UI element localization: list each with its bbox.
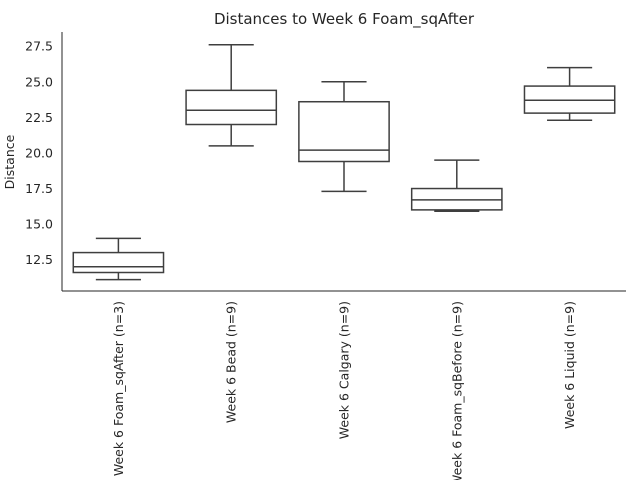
y-tick-label: 17.5 (25, 181, 53, 196)
x-tick-label: Week 6 Calgary (n=9) (337, 301, 352, 439)
plot-area: 12.5 15.0 17.5 20.0 22.5 25.0 27.5 Week 6 Foam_… (25, 32, 626, 480)
x-tick-label: Week 6 Liquid (n=9) (562, 301, 577, 429)
chart-title: Distances to Week 6 Foam_sqAfter (214, 10, 475, 29)
y-axis-label: Distance (2, 134, 17, 189)
y-tick-label: 15.0 (25, 217, 53, 232)
y-tick-label: 22.5 (25, 110, 53, 125)
x-tick-label: Week 6 Foam_sqBefore (n=9) (449, 301, 464, 480)
y-tick-label: 20.0 (25, 145, 53, 160)
box-iqr (185, 89, 278, 126)
y-tick-label: 12.5 (25, 252, 53, 267)
y-tick-label: 25.0 (25, 74, 53, 89)
box-iqr (298, 100, 390, 163)
x-tick-label: Week 6 Foam_sqAfter (n=3) (111, 301, 126, 476)
x-tick-label: Week 6 Bead (n=9) (224, 301, 239, 423)
box-iqr (72, 251, 165, 274)
y-tick-label: 27.5 (25, 39, 53, 54)
